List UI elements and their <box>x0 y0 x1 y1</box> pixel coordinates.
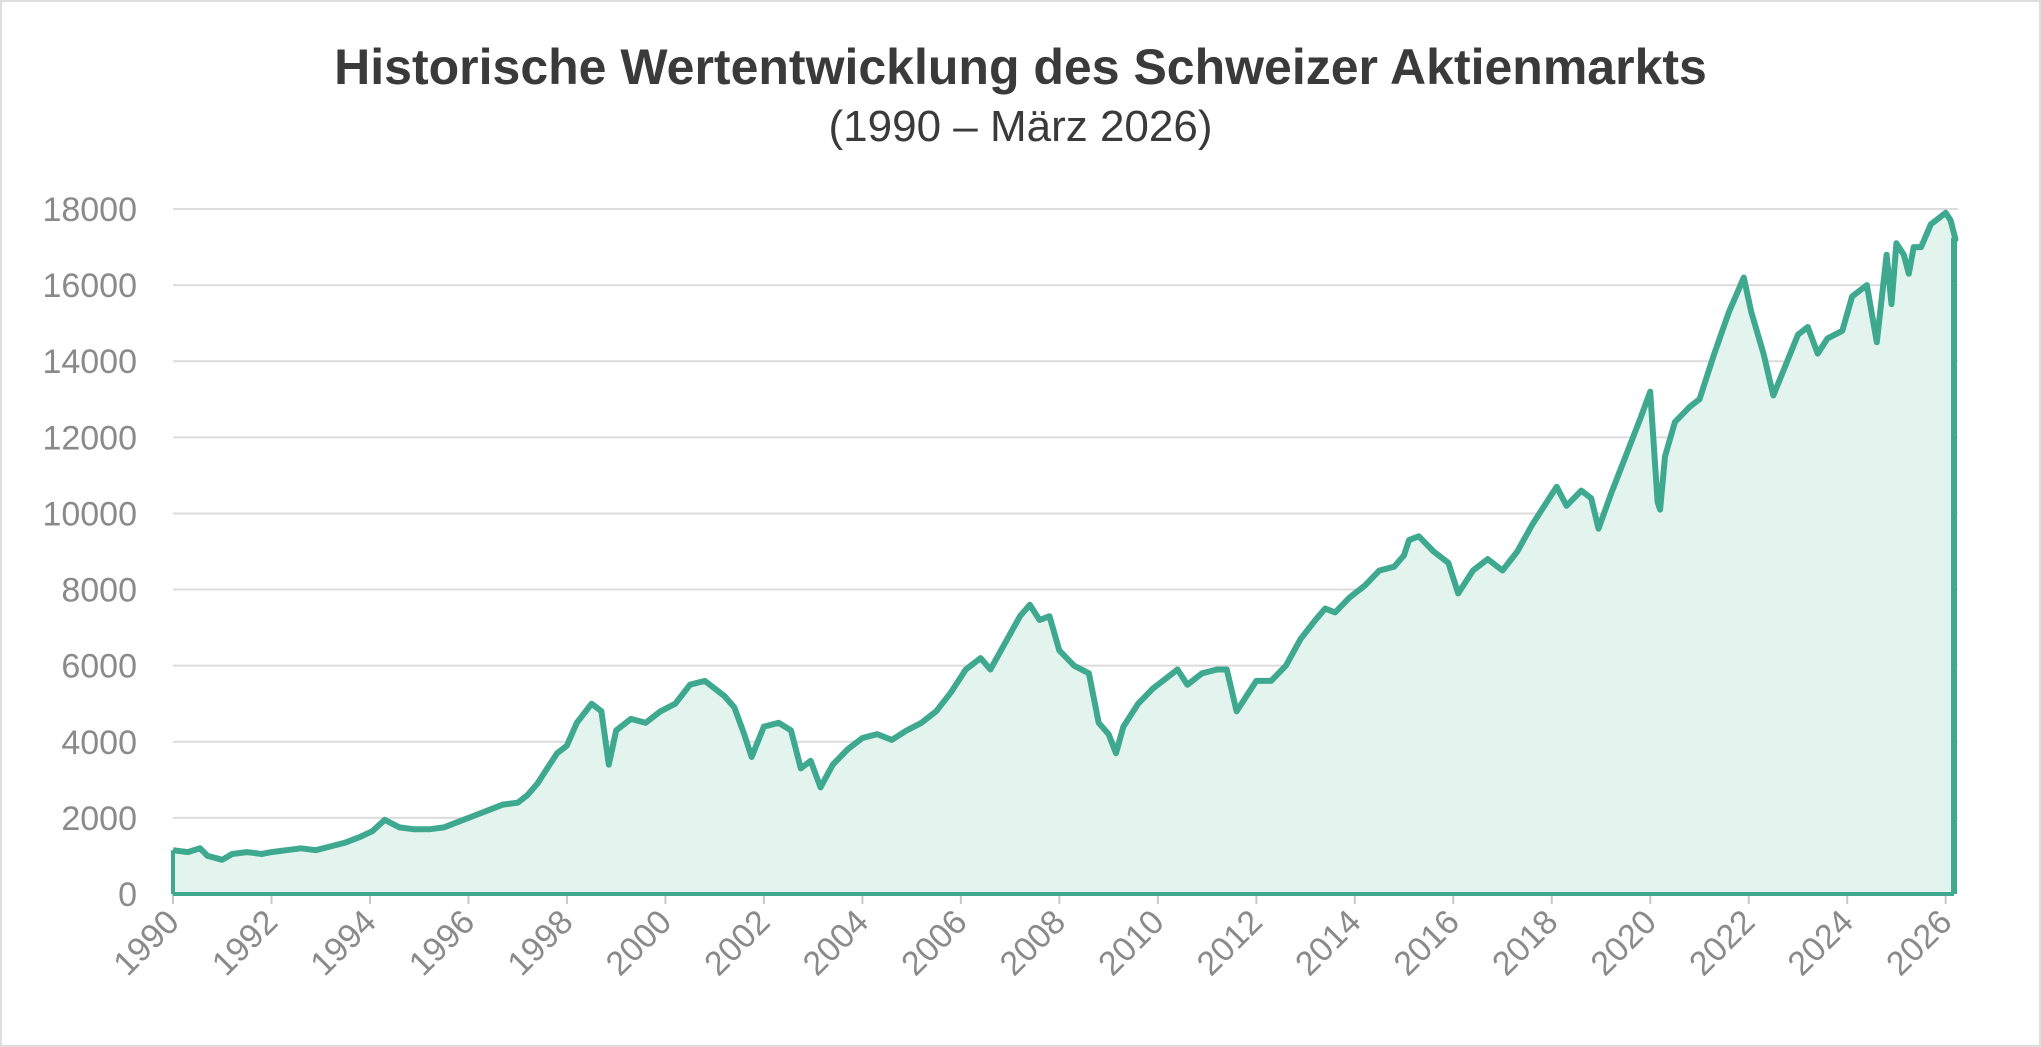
y-tick-label: 6000 <box>61 648 137 686</box>
y-tick-label: 14000 <box>42 343 137 381</box>
y-axis-ticks: 0 2000 4000 6000 8000 10000 12000 14000 16000 180… <box>42 191 137 914</box>
x-tick-label: 1992 <box>205 903 285 983</box>
x-tick-label: 2022 <box>1682 903 1762 983</box>
axes <box>171 850 1954 896</box>
x-tick-label: 1996 <box>402 903 482 983</box>
x-tick-label: 2000 <box>599 903 679 983</box>
y-tick-label: 12000 <box>42 419 137 457</box>
y-tick-label: 10000 <box>42 495 137 533</box>
series-area <box>173 212 1956 895</box>
x-tick-label: 2008 <box>993 903 1073 983</box>
y-tick-label: 16000 <box>42 267 137 305</box>
y-tick-label: 4000 <box>61 724 137 762</box>
x-tick-label: 2016 <box>1387 903 1467 983</box>
x-tick-label: 2006 <box>894 903 974 983</box>
y-tick-label: 18000 <box>42 191 137 229</box>
chart-title: Historische Wertentwicklung des Schweize… <box>334 39 1707 95</box>
x-tick-label: 2012 <box>1190 903 1270 983</box>
series-line <box>172 209 1959 894</box>
x-tick-label: 1998 <box>500 903 580 983</box>
x-tick-label: 2020 <box>1584 903 1664 983</box>
x-tick-label: 1990 <box>106 903 186 983</box>
x-tick-label: 2014 <box>1288 903 1368 983</box>
x-axis-ticks: 1990 1992 1994 1996 1998 2000 2002 2004 2006 2008… <box>106 894 1959 983</box>
x-tick-label: 1994 <box>303 903 383 983</box>
x-tick-label: 2026 <box>1879 903 1959 983</box>
x-tick-label: 2004 <box>796 903 876 983</box>
y-tick-label: 2000 <box>61 800 137 838</box>
x-tick-label: 2010 <box>1091 903 1171 983</box>
x-tick-label: 2018 <box>1485 903 1565 983</box>
x-tick-label: 2024 <box>1781 903 1861 983</box>
y-tick-label: 0 <box>118 876 137 914</box>
x-tick-label: 2002 <box>697 903 777 983</box>
chart-subtitle: (1990 – März 2026) <box>828 102 1213 151</box>
y-tick-label: 8000 <box>61 572 137 610</box>
